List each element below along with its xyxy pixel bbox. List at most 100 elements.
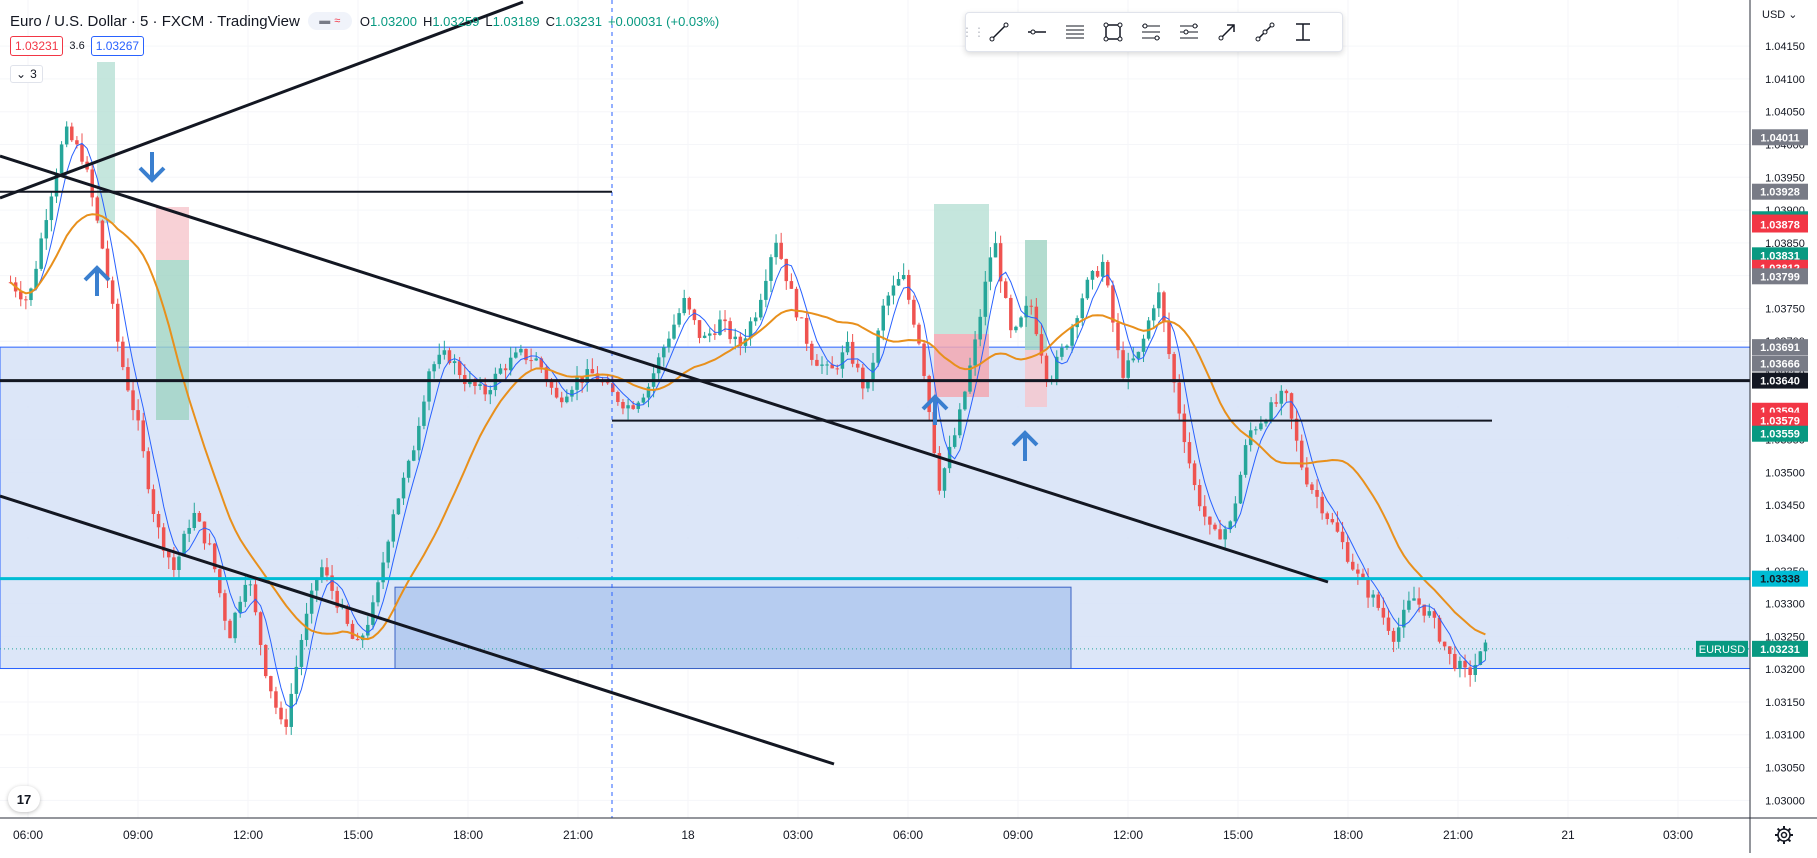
candle-body — [417, 425, 421, 451]
ohlc-value: 1.03189 — [492, 13, 540, 29]
symbol-title[interactable]: Euro / U.S. Dollar · 5 · FXCM · TradingV… — [10, 12, 300, 30]
candle-body — [723, 319, 727, 322]
time-tick-label: 15:00 — [1223, 828, 1253, 842]
price-tick-label: 1.03850 — [1765, 238, 1805, 250]
price-label-text: 1.03640 — [1760, 376, 1800, 388]
candle-body — [753, 317, 758, 322]
candle-body — [570, 389, 574, 397]
candle-body — [529, 360, 533, 362]
candle-body — [1366, 579, 1370, 598]
candle-body — [1381, 607, 1386, 618]
candle-body — [799, 317, 804, 319]
candle-body — [549, 380, 554, 388]
candle-body — [80, 144, 84, 162]
candle-body — [483, 384, 487, 395]
candle-body — [1335, 522, 1340, 532]
arrow-tool-icon[interactable] — [1208, 13, 1246, 51]
candle-body — [508, 357, 513, 371]
horizontal-line-icon[interactable] — [1018, 13, 1056, 51]
candle-body — [748, 321, 753, 339]
candle-body — [1100, 261, 1105, 277]
candle-body — [182, 533, 186, 557]
drag-handle-icon[interactable]: ⋮⋮ — [961, 25, 985, 39]
arrow-up-icon — [1011, 430, 1039, 461]
candle-body — [1203, 506, 1207, 517]
candle-body — [406, 460, 411, 478]
candle-body — [253, 584, 258, 613]
candle-body — [498, 368, 503, 374]
candles — [8, 121, 1488, 735]
rectangle-icon[interactable] — [1094, 13, 1132, 51]
gear-icon[interactable] — [1774, 825, 1794, 845]
price-tick-label: 1.03950 — [1765, 172, 1805, 184]
time-tick-label: 15:00 — [343, 828, 373, 842]
fib-extension-icon[interactable] — [1170, 13, 1208, 51]
path-tool-icon[interactable] — [1246, 13, 1284, 51]
candle-body — [248, 584, 253, 586]
time-tick-label: 06:00 — [893, 828, 923, 842]
candle-body — [759, 299, 763, 318]
candle-body — [656, 357, 661, 374]
arrow-down-icon — [138, 152, 166, 183]
candle-body — [411, 450, 416, 461]
candle-body — [161, 527, 166, 551]
candle-body — [559, 397, 564, 403]
candle-body — [1065, 345, 1069, 348]
long-position-stop — [934, 334, 989, 397]
candle-body — [830, 364, 834, 369]
time-tick-label: 18 — [681, 828, 695, 842]
sell-button[interactable]: 1.03231 — [10, 36, 64, 56]
candle-body — [988, 257, 993, 282]
wave-icon: ≈ — [334, 15, 341, 27]
price-label-box — [1752, 412, 1808, 429]
candle-body — [1213, 524, 1217, 530]
candle-body — [1447, 646, 1452, 654]
price-tick-label: 1.03450 — [1765, 500, 1805, 512]
candle-body — [1177, 382, 1181, 414]
arrow-up-icon — [83, 265, 111, 296]
candle-body — [682, 297, 686, 314]
measure-icon[interactable] — [1284, 13, 1322, 51]
candle-body — [835, 368, 840, 370]
price-tick-label: 1.04100 — [1765, 74, 1805, 86]
ohlc-readout: O1.03200 H1.03259 L1.03189 C1.03231 +0.0… — [360, 14, 719, 29]
currency-selector[interactable]: USD ⌄ — [1762, 8, 1798, 21]
candle-body — [1014, 326, 1018, 331]
candle-body — [1060, 347, 1064, 357]
candle-body — [1187, 442, 1192, 464]
drawings[interactable] — [0, 0, 1750, 818]
price-label-text: 1.03559 — [1760, 429, 1800, 441]
candle-body — [238, 601, 242, 613]
candle-body — [590, 369, 595, 374]
candle-body — [978, 316, 982, 340]
parallel-channel-icon[interactable] — [1056, 13, 1094, 51]
compare-button[interactable]: ▬ ≈ — [307, 12, 352, 30]
long-position-stop — [1025, 350, 1047, 407]
tradingview-logo[interactable]: 17 — [8, 786, 40, 812]
ohlc-label: H — [422, 13, 433, 29]
candle-body — [779, 242, 783, 259]
candle-body — [534, 358, 538, 361]
candle-body — [1233, 503, 1238, 522]
price-label-box — [1752, 183, 1808, 200]
candle-body — [70, 126, 74, 141]
candle-body — [294, 666, 299, 694]
trend-line-icon[interactable] — [980, 13, 1018, 51]
candle-body — [136, 410, 140, 421]
candle-body — [386, 541, 390, 563]
candle-body — [794, 288, 799, 318]
candle-body — [646, 386, 651, 398]
candle-body — [998, 243, 1003, 282]
candle-body — [1095, 270, 1100, 277]
candle-body — [1111, 285, 1115, 323]
candle-body — [141, 420, 145, 452]
fib-retracement-icon[interactable] — [1132, 13, 1170, 51]
candle-body — [1468, 667, 1472, 676]
buy-button[interactable]: 1.03267 — [90, 36, 145, 56]
candle-body — [881, 305, 885, 331]
candle-body — [320, 567, 324, 579]
indicators-toggle[interactable]: ⌄ 3 — [10, 65, 43, 83]
price-label-tag: 1.03231 — [1752, 640, 1808, 657]
candle-body — [1483, 642, 1488, 652]
